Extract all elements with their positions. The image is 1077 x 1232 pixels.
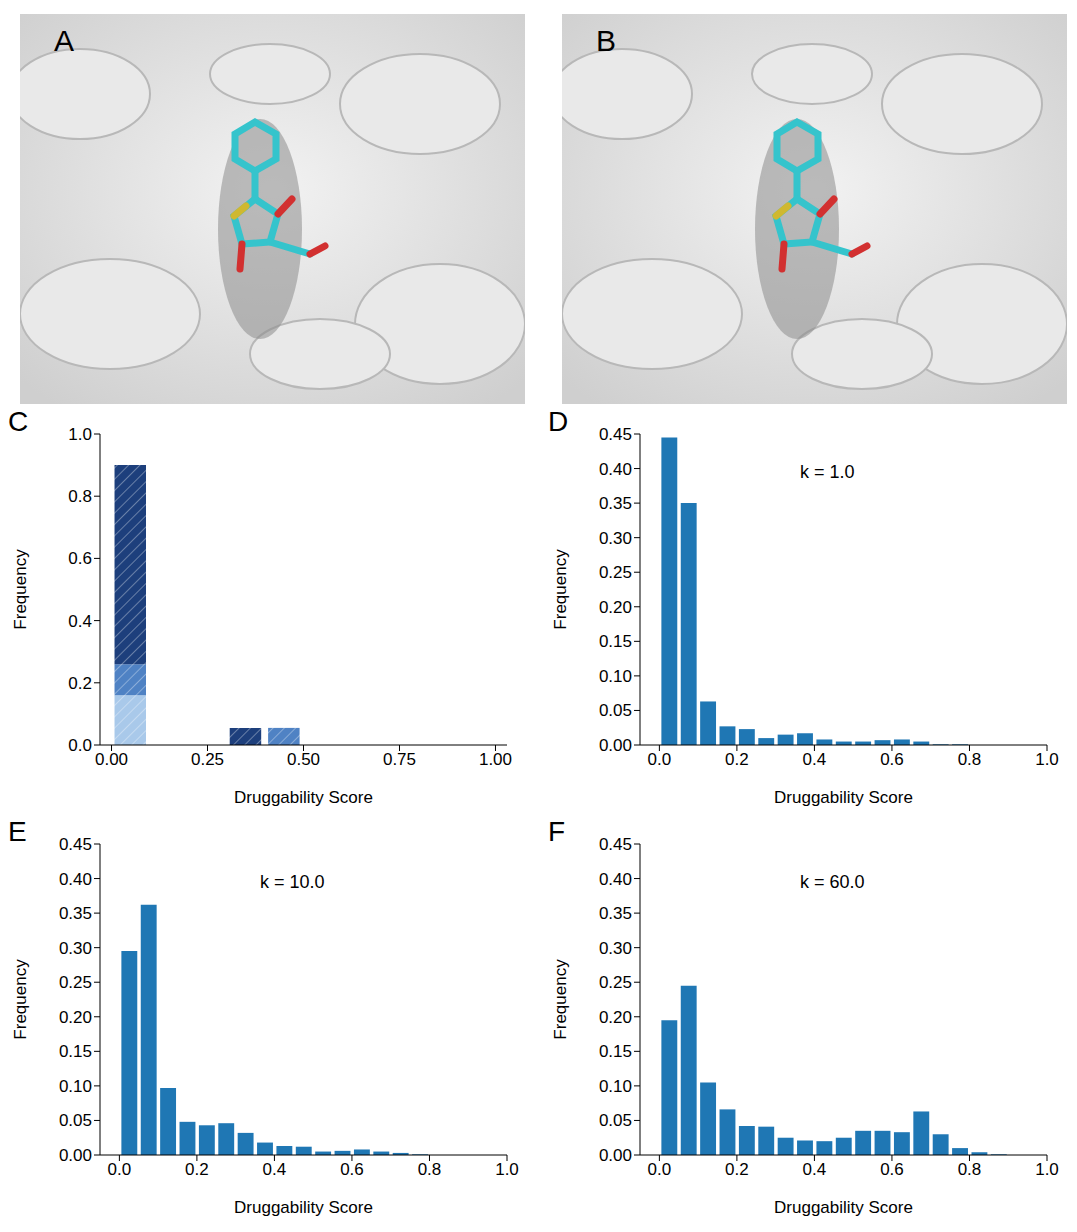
svg-text:0.15: 0.15 xyxy=(599,1042,632,1061)
svg-text:0.6: 0.6 xyxy=(340,1160,364,1179)
svg-text:0.35: 0.35 xyxy=(599,494,632,513)
svg-text:1.0: 1.0 xyxy=(1035,1160,1059,1179)
svg-text:0.30: 0.30 xyxy=(59,939,92,958)
svg-text:0.35: 0.35 xyxy=(59,904,92,923)
svg-text:0.75: 0.75 xyxy=(383,750,416,769)
svg-text:0.50: 0.50 xyxy=(287,750,320,769)
svg-text:0.2: 0.2 xyxy=(725,750,749,769)
svg-text:0.0: 0.0 xyxy=(108,1160,132,1179)
svg-text:0.15: 0.15 xyxy=(59,1042,92,1061)
svg-text:0.35: 0.35 xyxy=(599,904,632,923)
html-text:E: E xyxy=(8,816,27,847)
svg-text:0.6: 0.6 xyxy=(880,1160,904,1179)
svg-text:0.30: 0.30 xyxy=(599,939,632,958)
svg-text:0.00: 0.00 xyxy=(59,1146,92,1165)
html-text:B: B xyxy=(596,24,616,57)
svg-text:0.10: 0.10 xyxy=(599,1077,632,1096)
svg-text:0.05: 0.05 xyxy=(599,701,632,720)
svg-text:Druggability Score: Druggability Score xyxy=(234,788,373,807)
svg-text:1.0: 1.0 xyxy=(1035,750,1059,769)
svg-text:1.0: 1.0 xyxy=(495,1160,519,1179)
svg-text:0.2: 0.2 xyxy=(725,1160,749,1179)
svg-text:0.0: 0.0 xyxy=(648,1160,672,1179)
svg-text:0.45: 0.45 xyxy=(59,835,92,854)
html-text:D: D xyxy=(548,406,569,437)
svg-text:0.8: 0.8 xyxy=(418,1160,442,1179)
svg-text:0.2: 0.2 xyxy=(185,1160,209,1179)
svg-text:0.6: 0.6 xyxy=(880,750,904,769)
svg-text:0.05: 0.05 xyxy=(599,1111,632,1130)
svg-text:0.8: 0.8 xyxy=(958,1160,982,1179)
svg-text:0.25: 0.25 xyxy=(599,973,632,992)
svg-text:0.00: 0.00 xyxy=(95,750,128,769)
svg-text:0.20: 0.20 xyxy=(599,1008,632,1027)
svg-text:0.30: 0.30 xyxy=(599,529,632,548)
svg-text:0.4: 0.4 xyxy=(803,750,827,769)
svg-text:0.20: 0.20 xyxy=(59,1008,92,1027)
svg-text:0.25: 0.25 xyxy=(191,750,224,769)
svg-text:0.00: 0.00 xyxy=(599,736,632,755)
svg-text:0.10: 0.10 xyxy=(59,1077,92,1096)
svg-text:0.25: 0.25 xyxy=(59,973,92,992)
svg-text:1.00: 1.00 xyxy=(479,750,512,769)
html-text:A: A xyxy=(54,24,74,57)
svg-text:0.25: 0.25 xyxy=(599,563,632,582)
svg-text:0.4: 0.4 xyxy=(263,1160,287,1179)
html-text:C: C xyxy=(8,406,29,437)
svg-text:0.6: 0.6 xyxy=(68,549,92,568)
html-text:k = 60.0: k = 60.0 xyxy=(800,872,865,892)
svg-text:0.40: 0.40 xyxy=(599,460,632,479)
svg-text:Druggability Score: Druggability Score xyxy=(774,788,913,807)
html-text:k = 10.0: k = 10.0 xyxy=(260,872,325,892)
svg-text:0.8: 0.8 xyxy=(958,750,982,769)
svg-text:0.10: 0.10 xyxy=(599,667,632,686)
svg-text:Frequency: Frequency xyxy=(11,549,30,630)
svg-text:Frequency: Frequency xyxy=(551,549,570,630)
svg-text:0.8: 0.8 xyxy=(68,487,92,506)
svg-text:0.0: 0.0 xyxy=(648,750,672,769)
svg-text:Druggability Score: Druggability Score xyxy=(234,1198,373,1217)
svg-text:Frequency: Frequency xyxy=(551,959,570,1040)
svg-text:0.40: 0.40 xyxy=(59,870,92,889)
svg-text:0.45: 0.45 xyxy=(599,425,632,444)
svg-text:0.40: 0.40 xyxy=(599,870,632,889)
svg-text:Frequency: Frequency xyxy=(11,959,30,1040)
svg-text:0.2: 0.2 xyxy=(68,674,92,693)
svg-text:0.0: 0.0 xyxy=(68,736,92,755)
svg-text:0.15: 0.15 xyxy=(599,632,632,651)
svg-text:0.4: 0.4 xyxy=(68,612,92,631)
html-text:F: F xyxy=(548,816,566,847)
svg-text:Druggability Score: Druggability Score xyxy=(774,1198,913,1217)
svg-text:1.0: 1.0 xyxy=(68,425,92,444)
svg-text:0.05: 0.05 xyxy=(59,1111,92,1130)
svg-text:0.20: 0.20 xyxy=(599,598,632,617)
svg-text:0.4: 0.4 xyxy=(803,1160,827,1179)
svg-text:0.00: 0.00 xyxy=(599,1146,632,1165)
svg-text:0.45: 0.45 xyxy=(599,835,632,854)
html-text:k = 1.0: k = 1.0 xyxy=(800,462,855,482)
